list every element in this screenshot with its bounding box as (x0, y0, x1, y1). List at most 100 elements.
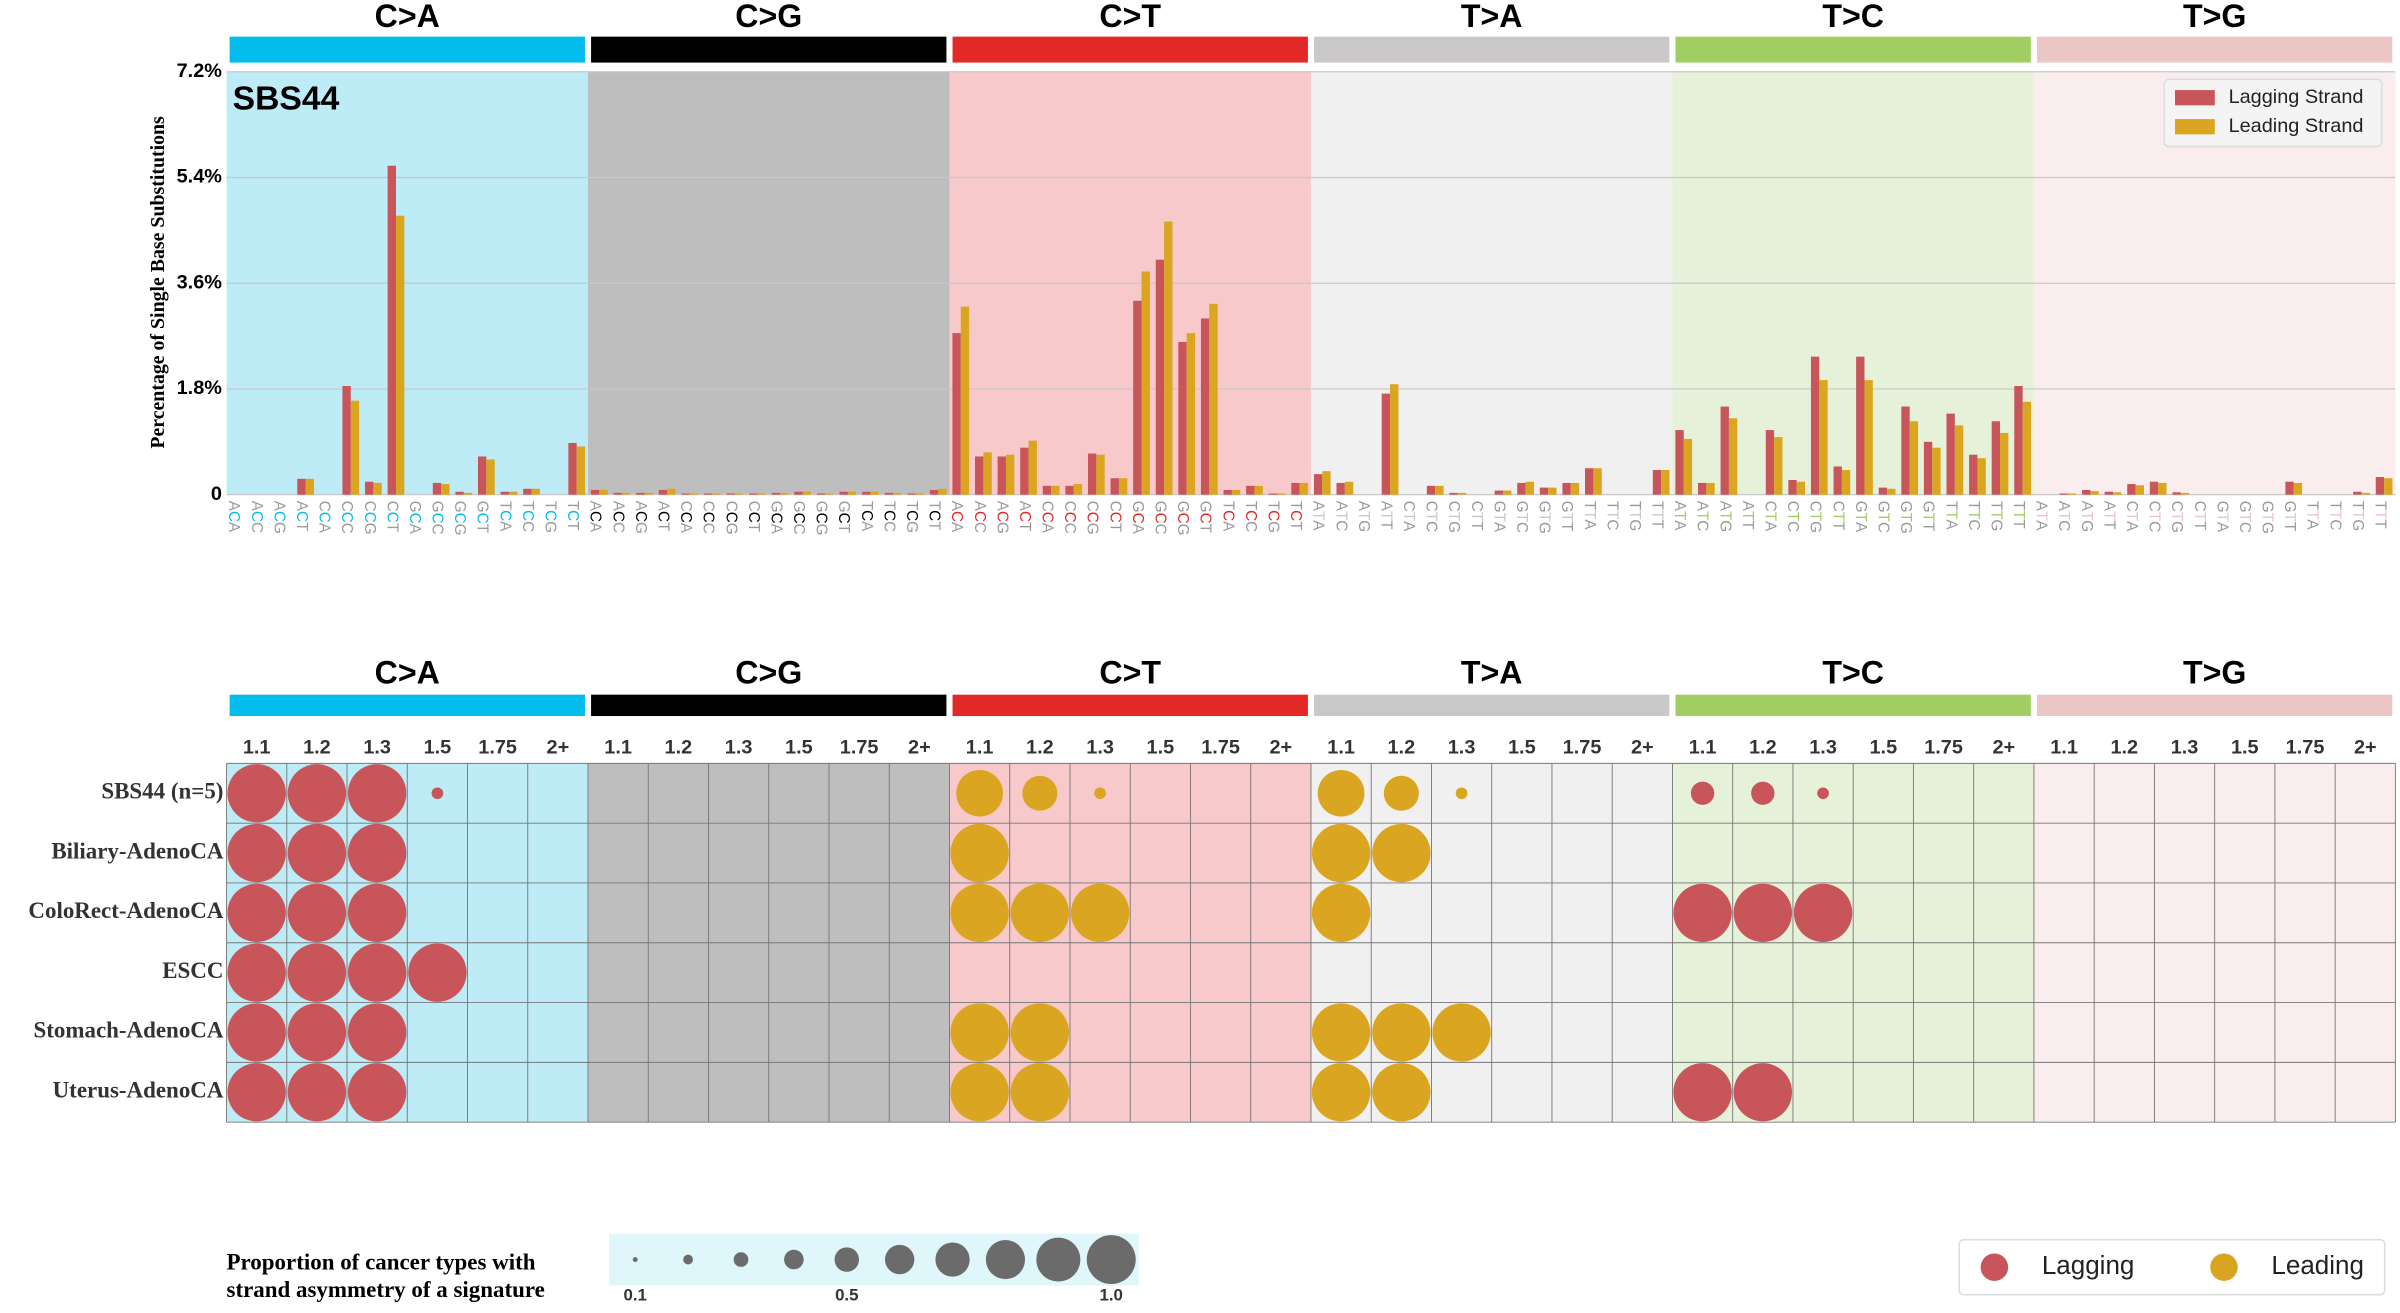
x-tick-label: TCT (564, 501, 581, 531)
bar (1277, 493, 1286, 495)
bar (1291, 482, 1300, 495)
bubble (347, 1063, 407, 1122)
x-tick-letter: G (2213, 501, 2230, 513)
bar (1706, 482, 1715, 495)
bubble (287, 943, 347, 1002)
x-tick-letter: G (1129, 501, 1146, 513)
y-tick-label: 0 (211, 483, 222, 505)
x-tick-label: ATC (2055, 501, 2072, 532)
bar (2353, 491, 2362, 495)
x-tick-letter: C (1761, 501, 1778, 512)
bar (1073, 484, 1083, 495)
bar (780, 492, 789, 495)
bar (1878, 487, 1888, 495)
x-tick-letter: T (1468, 521, 1485, 530)
x-tick-letter: G (2168, 521, 2185, 533)
x-tick-letter: T (1829, 521, 1846, 530)
bar (1313, 474, 1323, 495)
bar (1765, 430, 1775, 495)
size-legend-circle (935, 1242, 970, 1277)
x-tick-label: TCT (1287, 501, 1304, 531)
x-tick-letter: C (1151, 513, 1168, 524)
bubble (1311, 823, 1371, 883)
x-tick-letter: T (2349, 501, 2366, 510)
x-tick-letter: T (2236, 513, 2253, 522)
x-tick-letter: G (2349, 519, 2366, 531)
bar (1110, 478, 1119, 495)
bubble (287, 764, 347, 823)
x-tick-letter: C (248, 511, 265, 522)
x-tick-letter: C (2236, 522, 2253, 533)
x-tick-letter: G (451, 524, 468, 536)
x-tick-label: ATG (1355, 501, 1372, 532)
x-tick-letter: T (2281, 513, 2298, 522)
x-tick-letter: A (1581, 519, 1598, 530)
x-tick-letter: C (1084, 512, 1101, 523)
bar (1819, 380, 1828, 495)
x-tick-letter: T (1197, 524, 1214, 533)
x-tick-label: CTT (2191, 501, 2208, 531)
x-tick-letter: T (1581, 501, 1598, 510)
x-tick-letter: C (903, 510, 920, 521)
bar (726, 493, 735, 495)
bubble (1751, 781, 1775, 805)
x-tick-letter: G (1807, 521, 1824, 533)
bubble (287, 1063, 347, 1122)
x-tick-letter: C (1784, 501, 1801, 512)
x-tick-letter: C (1197, 513, 1214, 524)
x-tick-label: ACC (248, 501, 265, 533)
group-header: C>A (375, 654, 440, 690)
x-tick-letter: C (1264, 510, 1281, 521)
x-tick-letter: G (361, 523, 378, 535)
x-tick-letter: C (2123, 501, 2140, 512)
x-tick-letter: C (835, 513, 852, 524)
x-tick-label: TTA (1942, 501, 1959, 531)
x-tick-letter: C (338, 512, 355, 523)
x-tick-label: TTG (1626, 501, 1643, 531)
x-tick-letter: C (654, 511, 671, 522)
x-tick-letter: A (609, 501, 626, 512)
x-tick-letter: T (1671, 511, 1688, 520)
legend-marker (2210, 1253, 2238, 1281)
x-tick-letter: G (451, 501, 468, 513)
x-tick-letter: T (1377, 520, 1394, 529)
x-tick-letter: T (1355, 511, 1372, 520)
bubble (287, 1003, 347, 1062)
x-tick-letter: T (654, 522, 671, 531)
x-tick-label: ACG (993, 501, 1010, 534)
x-tick-letter: T (903, 501, 920, 510)
legend-label: Lagging (2042, 1250, 2135, 1280)
x-tick-label: CCG (722, 501, 739, 535)
x-tick-letter: C (383, 501, 400, 512)
bubble (1673, 1063, 1732, 1122)
x-tick-letter: C (745, 501, 762, 512)
bar (1051, 485, 1060, 495)
bubble (1432, 1003, 1491, 1062)
x-tick-letter: C (541, 510, 558, 521)
threshold-label: 1.1 (1327, 736, 1355, 758)
threshold-label: 1.75 (2286, 736, 2325, 758)
bubble (1733, 1063, 1793, 1122)
bar (1118, 478, 1128, 495)
x-tick-letter: T (2371, 510, 2388, 519)
threshold-label: 1.1 (966, 736, 994, 758)
bar (531, 488, 540, 495)
x-tick-letter: T (1920, 513, 1937, 522)
bubble (1455, 787, 1468, 800)
bar (1133, 300, 1142, 495)
bubble (227, 764, 286, 823)
x-tick-letter: C (767, 513, 784, 524)
x-tick-label: TTC (2326, 501, 2343, 531)
bar (1661, 469, 1670, 495)
x-tick-letter: T (2371, 519, 2388, 528)
threshold-label: 2+ (547, 736, 570, 758)
x-tick-letter: A (2100, 501, 2117, 512)
x-tick-letter: A (1039, 523, 1056, 534)
x-tick-label: TTA (2304, 501, 2321, 531)
x-tick-letter: T (1649, 519, 1666, 528)
x-tick-letter: A (1694, 501, 1711, 512)
y-tick-label: 7.2% (177, 60, 223, 82)
bubble (1733, 883, 1793, 943)
x-tick-letter: A (406, 524, 423, 535)
group-header: T>A (1461, 654, 1523, 690)
